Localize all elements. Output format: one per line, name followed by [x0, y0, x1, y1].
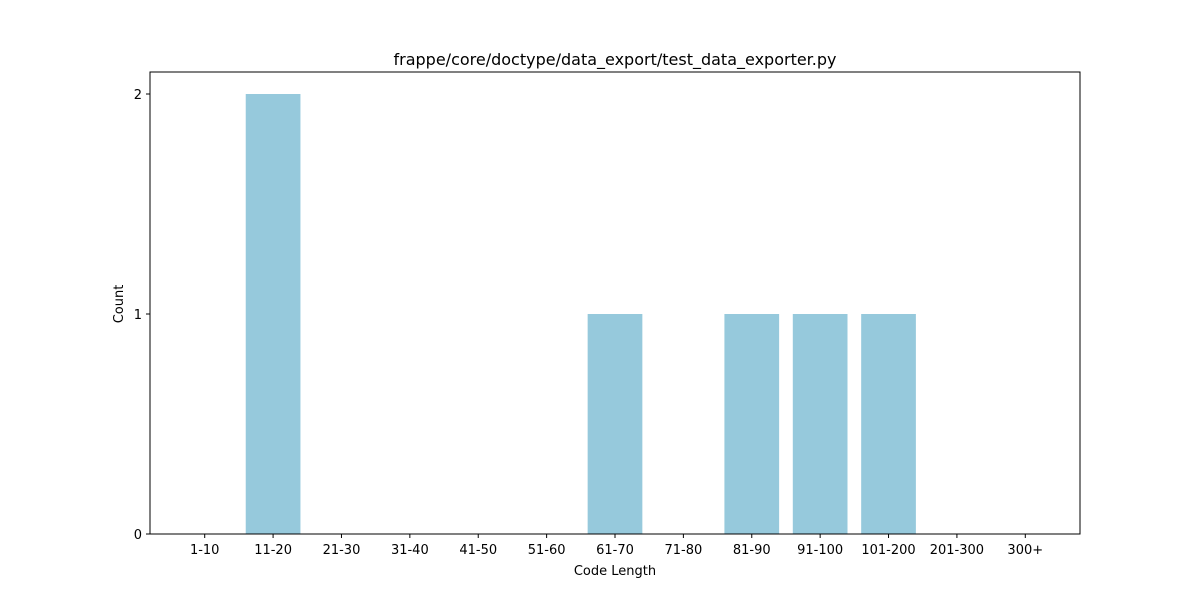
x-tick-label: 91-100 — [797, 543, 843, 558]
x-tick-label: 71-80 — [664, 543, 702, 558]
bars-group — [245, 94, 916, 534]
y-axis-label: Count — [112, 285, 127, 324]
bar-61-70 — [587, 314, 643, 534]
x-tick-label: 61-70 — [596, 543, 634, 558]
plot-area-frame — [149, 71, 1081, 535]
x-axis-ticks: 1-10 11-20 21-30 31-40 41-50 51-60 61-70 71-80 8… — [190, 534, 1043, 558]
y-tick-label: 2 — [134, 88, 142, 103]
x-tick-label: 21-30 — [323, 543, 361, 558]
x-tick-label: 101-200 — [861, 543, 915, 558]
y-tick-label: 0 — [134, 528, 142, 543]
x-tick-label: 300+ — [1007, 543, 1043, 558]
x-tick-label: 31-40 — [391, 543, 429, 558]
x-tick-label: 81-90 — [733, 543, 771, 558]
bar-91-100 — [792, 314, 848, 534]
chart-title: frappe/core/doctype/data_export/test_dat… — [394, 50, 837, 70]
y-tick-label: 1 — [134, 308, 142, 323]
x-tick-label: 41-50 — [459, 543, 497, 558]
bar-81-90 — [724, 314, 780, 534]
bar-11-20 — [245, 94, 301, 534]
x-tick-label: 11-20 — [254, 543, 292, 558]
bar-101-200 — [861, 314, 916, 534]
x-tick-label: 201-300 — [930, 543, 984, 558]
x-tick-label: 51-60 — [528, 543, 566, 558]
x-tick-label: 1-10 — [190, 543, 220, 558]
x-axis-label: Code Length — [574, 564, 656, 579]
y-axis-ticks: 0 1 2 — [134, 88, 150, 543]
